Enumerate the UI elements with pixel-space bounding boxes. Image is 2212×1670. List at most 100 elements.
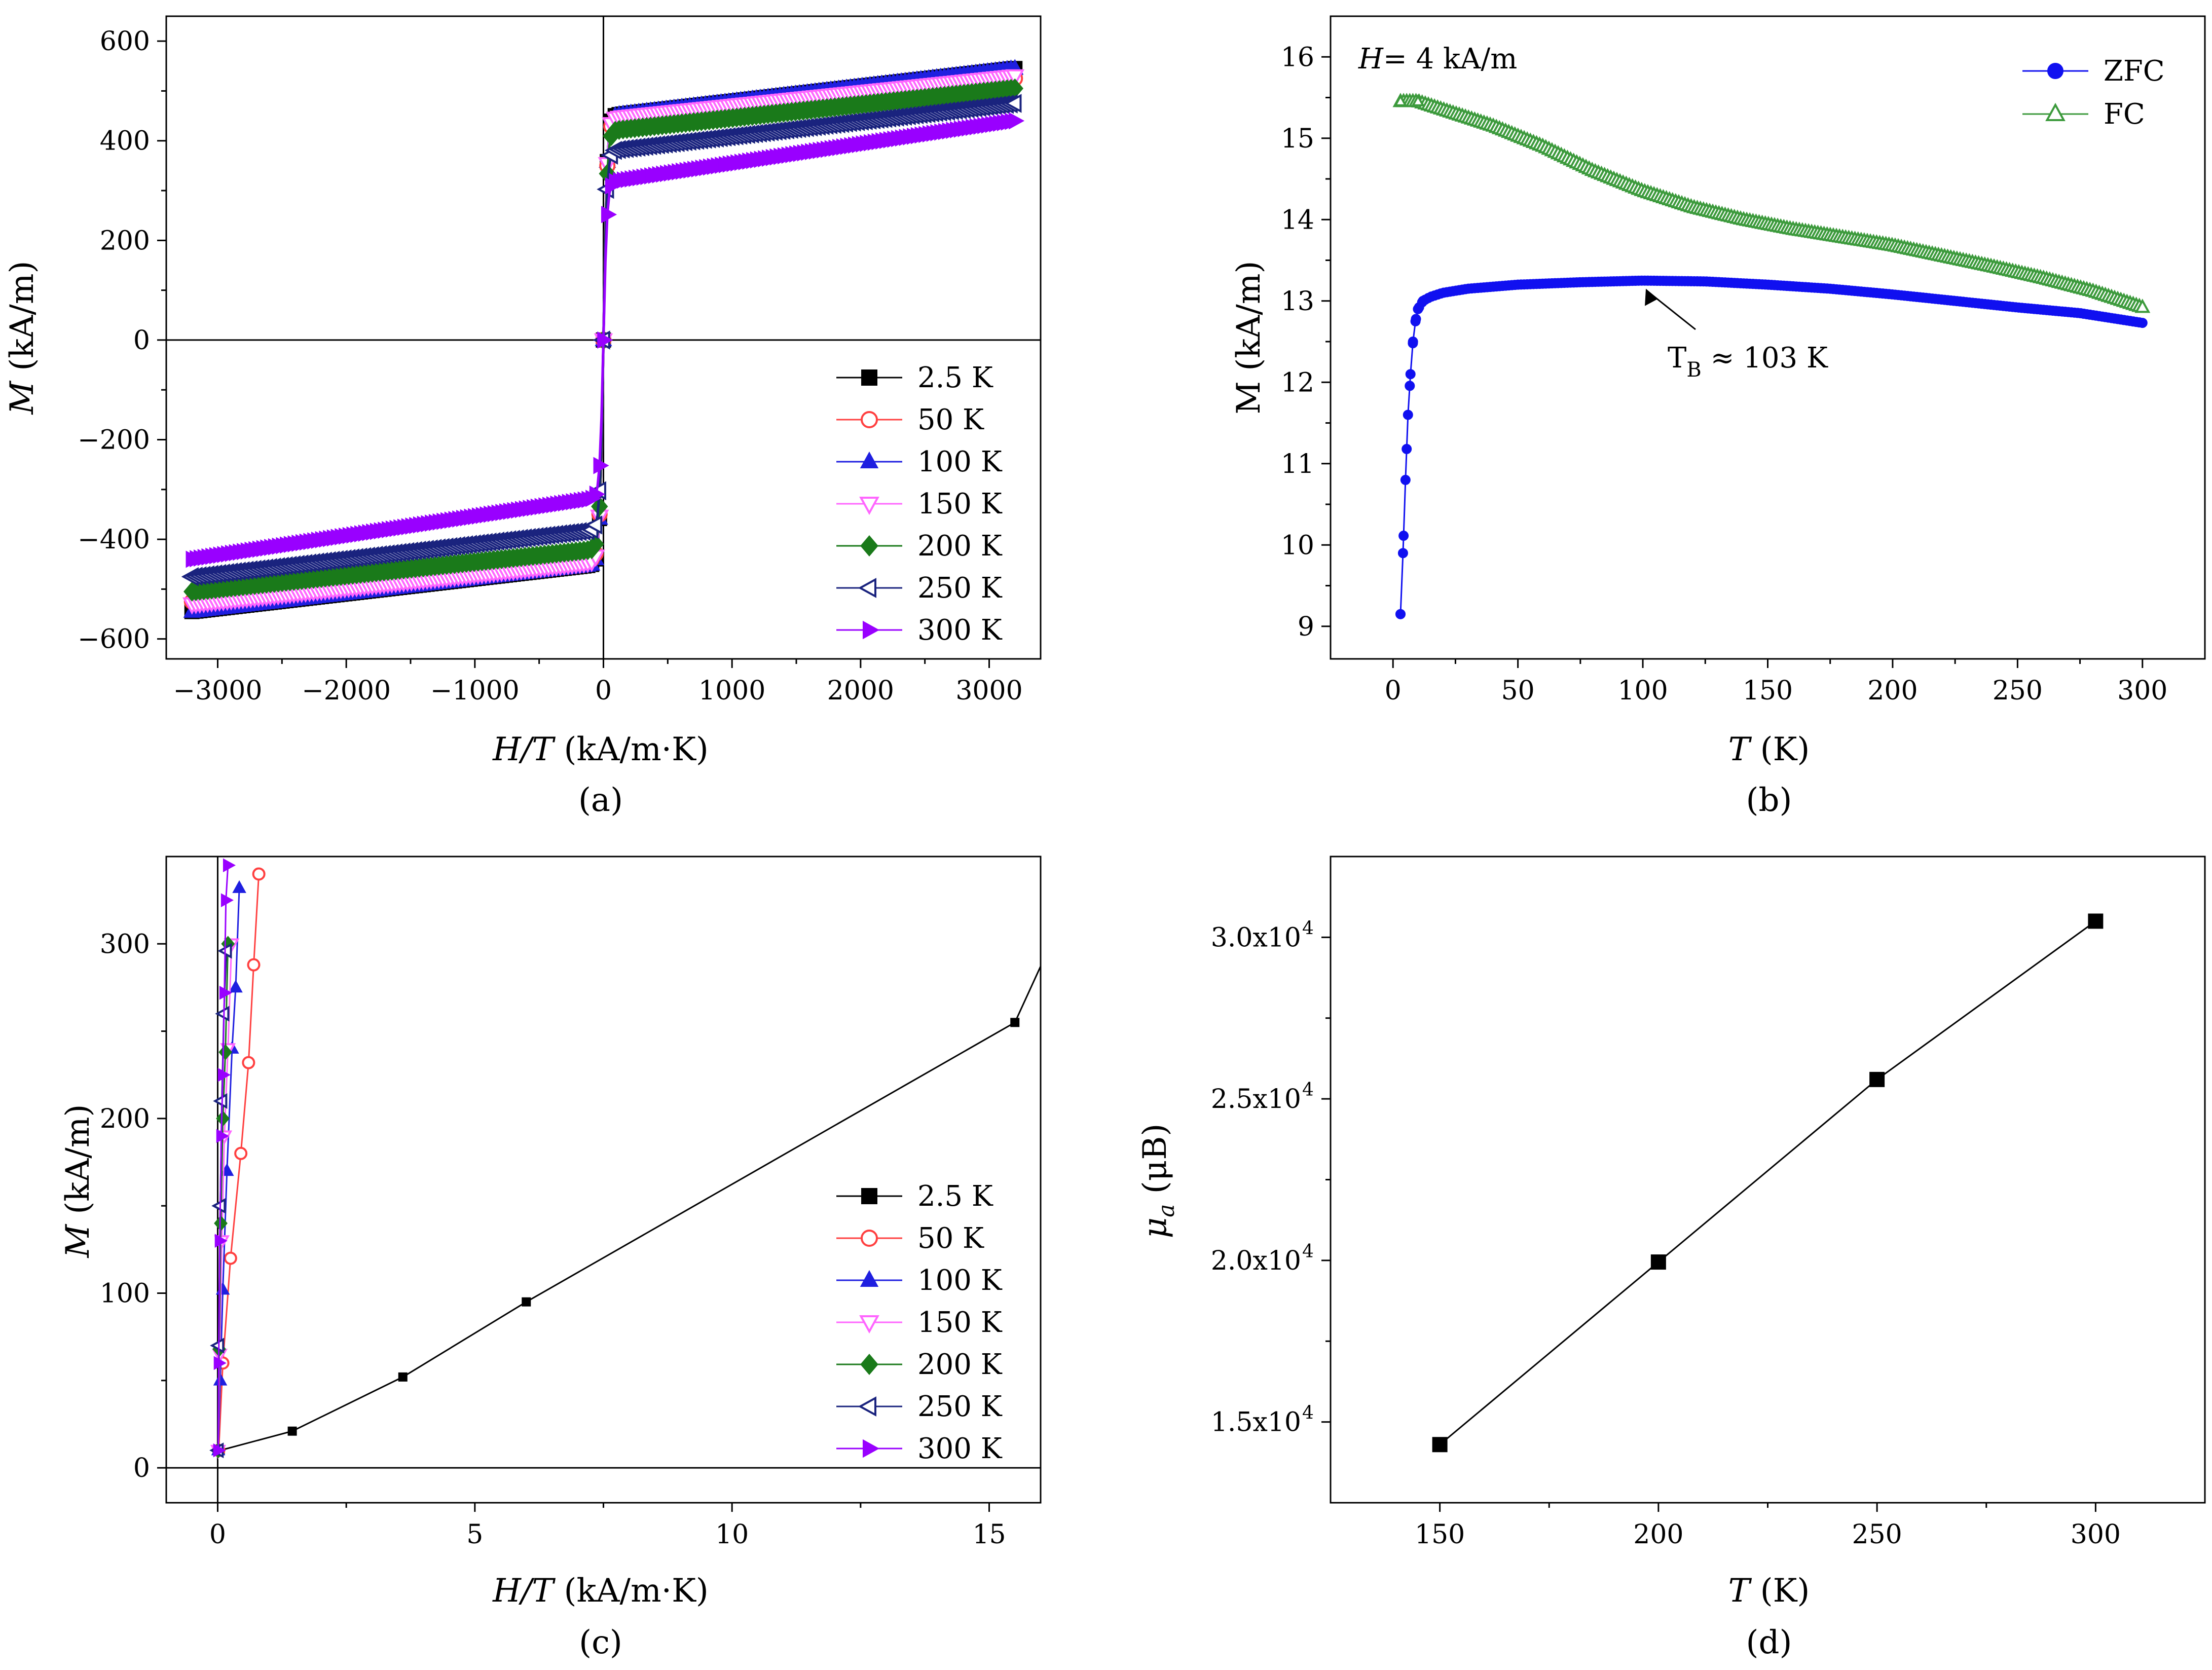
panel-a-legend-marker <box>861 411 878 428</box>
panel-b-x-tick-label: 50 <box>1501 676 1535 706</box>
panel-c-legend-marker <box>863 1439 880 1458</box>
panel-c-point <box>522 1297 531 1307</box>
panel-a-legend-label: 2.5 K <box>917 361 993 394</box>
panel-a-legend-marker <box>863 620 880 640</box>
panel-c-chart: 0 5 10 15 0 100 200 300 2.5 K 50 K 100 K 150 K 200 K… <box>59 856 1055 1610</box>
panel-b-point <box>1411 94 1425 106</box>
panel-a-legend-label: 100 K <box>917 446 1003 478</box>
panel-a-point <box>593 457 609 474</box>
panel-b-arrow-head <box>1645 288 1658 306</box>
panel-b-chart: 0 50 100 150 200 250 300 9 10 11 12 13 14 15 16 ZFC FC H=… <box>1230 15 2206 768</box>
panel-a-y-tick-label: 400 <box>100 126 150 157</box>
panel-b-point <box>1400 474 1411 485</box>
panel-a-y-tick-label: 600 <box>100 26 150 57</box>
panel-a-point <box>1009 112 1025 130</box>
panel-a-chart: −3000 −2000 −1000 0 1000 2000 3000−600−400−200… <box>4 15 1042 768</box>
panel-a-point <box>597 331 613 349</box>
panel-c-line <box>217 865 229 1451</box>
panel-d-y-tick-exponent: 4 <box>1302 1080 1314 1100</box>
panel-a-point <box>1005 69 1025 87</box>
panel-c-x-tick-label: 0 <box>209 1519 226 1550</box>
panel-d-y-tick-label: 3.0x10 <box>1211 922 1301 953</box>
panel-a-y-tick-label: −600 <box>78 624 150 655</box>
panel-c-point <box>287 1426 297 1436</box>
panel-c-point <box>252 867 266 881</box>
panel-b-y-tick-label: 12 <box>1281 367 1314 398</box>
panel-c-point <box>215 1006 230 1022</box>
panel-d-y-axis-label: μa (μB) <box>1136 1124 1179 1239</box>
panel-d-x-tick-label: 300 <box>2071 1519 2121 1550</box>
panel-c-y-tick-label: 300 <box>100 929 150 959</box>
panel-d-y-tick-label: 2.0x10 <box>1211 1246 1301 1276</box>
panel-c-point <box>242 1056 255 1069</box>
panel-b-point <box>1413 304 1423 314</box>
panel-a-x-tick-label: 1000 <box>698 676 765 706</box>
panel-b-series-ZFC <box>1395 275 2148 619</box>
panel-c-legend-marker <box>859 1315 879 1334</box>
panel-c-point <box>229 980 243 993</box>
panel-c-x-tick-label: 15 <box>972 1519 1006 1550</box>
panel-d-line <box>1439 920 2096 1445</box>
panel-c-point <box>219 985 232 1000</box>
panel-b-point <box>1405 369 1416 380</box>
panel-c-legend-label: 100 K <box>917 1264 1003 1297</box>
panel-c-plot-frame <box>165 856 1042 1504</box>
panel-c-point <box>213 1372 228 1386</box>
panel-b-x-tick-label: 100 <box>1617 676 1668 706</box>
panel-b-x-tick-label: 0 <box>1385 676 1402 706</box>
panel-b-y-tick-label: 10 <box>1281 530 1314 561</box>
panel-c-point <box>224 1251 237 1265</box>
panel-c-series-300-K <box>213 858 236 1458</box>
panel-b-x-tick-label: 300 <box>2117 676 2167 706</box>
panel-c-legend-marker <box>858 1396 876 1417</box>
panel-c-point <box>220 893 234 907</box>
panel-b-y-tick-label: 11 <box>1281 449 1314 479</box>
panel-c-point <box>211 1198 226 1214</box>
panel-a-x-tick-label: 3000 <box>955 676 1022 706</box>
panel-d-point <box>1432 1437 1448 1453</box>
panel-a-caption: (a) <box>578 782 623 819</box>
panel-c-point <box>398 1372 408 1382</box>
panel-b-point <box>2134 299 2151 313</box>
panel-c-y-tick-label: 200 <box>100 1104 150 1134</box>
panel-c-point <box>215 1282 230 1295</box>
panel-c-legend-label: 50 K <box>917 1222 984 1255</box>
panel-d-plot-frame <box>1330 856 2206 1504</box>
panel-a-x-tick-label: −3000 <box>173 676 263 706</box>
panel-d-x-axis-label: T (K) <box>1728 1572 1810 1610</box>
panel-b-field-annotation: H= 4 kA/m <box>1358 43 1517 76</box>
panel-c-legend-label: 2.5 K <box>917 1180 993 1213</box>
panel-a-y-tick-label: 200 <box>100 226 150 256</box>
panel-d-x-tick-label: 250 <box>1852 1519 1902 1550</box>
panel-c-point <box>217 1067 231 1082</box>
panel-c-y-tick-label: 0 <box>133 1453 150 1483</box>
panel-d-point <box>2088 913 2104 929</box>
panel-a-legend-label: 50 K <box>917 403 984 436</box>
panel-a-legend-marker <box>861 369 877 386</box>
panel-b-y-tick-label: 16 <box>1281 42 1314 72</box>
panel-b-point <box>1398 531 1409 541</box>
panel-c-legend-label: 150 K <box>917 1306 1003 1339</box>
panel-b-x-tick-label: 150 <box>1743 676 1793 706</box>
panel-d-point <box>1650 1254 1666 1270</box>
panel-d-y-tick-exponent: 4 <box>1302 1403 1314 1424</box>
panel-b-point <box>1410 316 1421 326</box>
panel-d-x-tick-label: 150 <box>1415 1519 1465 1550</box>
panel-c-point <box>1047 940 1055 948</box>
panel-b-line <box>1399 280 2143 614</box>
panel-b-point <box>1408 337 1418 347</box>
panel-b-x-tick-label: 250 <box>1993 676 2043 706</box>
panel-a-x-tick-label: 2000 <box>827 676 894 706</box>
panel-c-point <box>213 1443 226 1458</box>
panel-a-point <box>587 534 604 554</box>
panel-c-legend-marker <box>860 1270 879 1287</box>
panel-c-x-axis-label: H/T (kA/m·K) <box>492 1572 709 1610</box>
panel-c-point <box>232 880 246 893</box>
panel-a-series-300-K <box>186 112 1025 568</box>
panel-a-point <box>1004 94 1022 113</box>
panel-b-point <box>1402 443 1412 454</box>
panel-b-point <box>1418 295 1428 306</box>
panel-b-y-tick-label: 13 <box>1281 286 1314 317</box>
